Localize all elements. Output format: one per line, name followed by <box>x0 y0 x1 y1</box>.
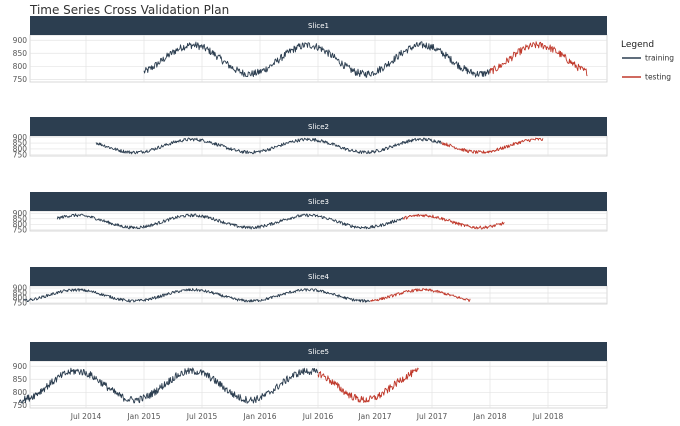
panel-strip <box>30 117 607 136</box>
training-series-line <box>95 137 442 155</box>
x-tick-label: Jan 2018 <box>472 412 506 421</box>
legend: Legend training testing <box>621 40 674 82</box>
panels: 750800850900Slice1750800850900Slice27508… <box>13 16 608 410</box>
x-tick-label: Jul 2017 <box>416 412 448 421</box>
y-tick-label: 800 <box>13 388 28 397</box>
training-legend-label: training <box>645 54 674 63</box>
y-tick-label: 800 <box>13 294 28 303</box>
y-tick-label: 850 <box>13 214 28 223</box>
x-tick-label: Jul 2014 <box>70 412 102 421</box>
y-tick-label: 900 <box>13 133 28 142</box>
training-series-line <box>56 213 404 230</box>
y-tick-label: 750 <box>13 401 28 410</box>
testing-series-line <box>489 41 588 77</box>
y-tick-label: 750 <box>13 75 28 84</box>
panel-strip-label: Slice5 <box>308 348 329 356</box>
x-axis: Jul 2014 Jan 2015 Jul 2015 Jan 2016 Jul 2016… <box>70 412 564 421</box>
y-tick-label: 900 <box>13 209 28 218</box>
y-tick-label: 900 <box>13 362 28 371</box>
y-tick-label: 800 <box>13 62 28 71</box>
x-tick-label: Jul 2015 <box>186 412 218 421</box>
y-tick-label: 800 <box>13 220 28 229</box>
panel-strip <box>30 342 607 361</box>
panel-strip-label: Slice4 <box>308 273 329 281</box>
testing-series-line <box>402 213 505 230</box>
testing-series-line <box>317 367 419 404</box>
panel-5: 750 800 850 900 Slice5 <box>13 342 608 410</box>
y-tick-label: 850 <box>13 375 28 384</box>
panel-1: 750 800 850 900 Slice1 <box>13 16 608 84</box>
x-tick-label: Jul 2016 <box>302 412 334 421</box>
y-tick-label: 750 <box>13 150 28 159</box>
panel-plot-area <box>29 210 608 232</box>
panel-strip <box>30 267 607 286</box>
training-series-line <box>23 288 371 303</box>
testing-series-line <box>369 288 471 302</box>
panel-plot-area <box>29 285 608 305</box>
x-tick-label: Jan 2017 <box>357 412 391 421</box>
y-tick-label: 850 <box>13 289 28 298</box>
panel-plot-area <box>29 34 608 83</box>
y-tick-label: 900 <box>13 284 28 293</box>
chart-title: Time Series Cross Validation Plan <box>29 3 229 17</box>
y-tick-label: 850 <box>13 49 28 58</box>
training-series-line <box>18 367 319 404</box>
x-tick-label: Jul 2018 <box>532 412 564 421</box>
x-tick-label: Jan 2015 <box>126 412 160 421</box>
panel-strip <box>30 192 607 211</box>
panel-strip <box>30 16 607 35</box>
testing-series-line <box>441 137 544 155</box>
y-tick-label: 900 <box>13 36 28 45</box>
x-tick-label: Jan 2016 <box>242 412 276 421</box>
y-tick-label: 800 <box>13 145 28 154</box>
y-tick-label: 850 <box>13 139 28 148</box>
legend-title: Legend <box>621 40 654 50</box>
panel-plot-area <box>29 360 608 409</box>
y-tick-label: 750 <box>13 225 28 234</box>
y-tick-label: 750 <box>13 299 28 308</box>
panel-strip-label: Slice2 <box>308 123 329 131</box>
panel-strip-label: Slice1 <box>308 22 329 30</box>
testing-legend-label: testing <box>645 73 671 82</box>
panel-plot-area <box>29 135 608 157</box>
panel-strip-label: Slice3 <box>308 198 329 206</box>
training-series-line <box>143 41 490 78</box>
